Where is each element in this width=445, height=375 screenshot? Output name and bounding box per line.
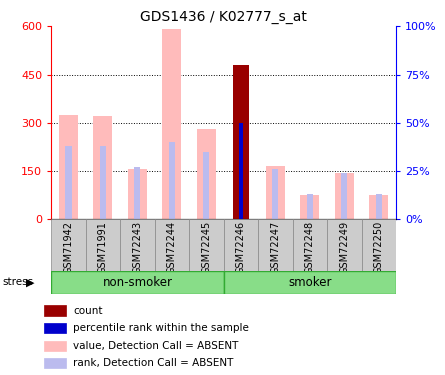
Bar: [44, 323, 65, 333]
Bar: [51, 271, 224, 294]
Bar: [59, 115, 78, 219]
Bar: [266, 166, 285, 219]
Bar: [65, 146, 72, 219]
Text: GSM72247: GSM72247: [271, 221, 280, 274]
Bar: [203, 152, 210, 219]
Text: value, Detection Call = ABSENT: value, Detection Call = ABSENT: [73, 340, 239, 351]
Text: ▶: ▶: [26, 278, 34, 287]
Bar: [44, 340, 65, 351]
Bar: [224, 219, 258, 272]
Bar: [341, 173, 348, 219]
Title: GDS1436 / K02777_s_at: GDS1436 / K02777_s_at: [140, 10, 307, 24]
Bar: [162, 30, 182, 219]
Text: GSM72249: GSM72249: [340, 221, 349, 274]
Text: GSM72243: GSM72243: [133, 221, 142, 274]
Bar: [134, 167, 141, 219]
Text: GSM72245: GSM72245: [202, 221, 211, 274]
Bar: [293, 219, 327, 272]
Text: GSM72246: GSM72246: [236, 221, 246, 274]
Bar: [120, 219, 155, 272]
Bar: [239, 123, 243, 219]
Bar: [93, 116, 113, 219]
Bar: [369, 195, 388, 219]
Bar: [197, 129, 216, 219]
Bar: [300, 195, 320, 219]
Bar: [335, 173, 354, 219]
Bar: [44, 305, 65, 316]
Text: stress: stress: [2, 278, 33, 287]
Text: GSM72250: GSM72250: [374, 221, 384, 274]
Bar: [224, 271, 396, 294]
Text: smoker: smoker: [288, 276, 332, 289]
Text: count: count: [73, 306, 103, 315]
Text: GSM71991: GSM71991: [98, 221, 108, 274]
Bar: [51, 219, 85, 272]
Bar: [100, 146, 106, 219]
Bar: [128, 170, 147, 219]
Bar: [44, 358, 65, 368]
Text: rank, Detection Call = ABSENT: rank, Detection Call = ABSENT: [73, 358, 234, 368]
Bar: [233, 65, 249, 219]
Text: GSM71942: GSM71942: [64, 221, 73, 274]
Text: percentile rank within the sample: percentile rank within the sample: [73, 323, 249, 333]
Bar: [327, 219, 362, 272]
Bar: [307, 194, 313, 219]
Bar: [189, 219, 224, 272]
Bar: [258, 219, 293, 272]
Bar: [169, 142, 175, 219]
Bar: [362, 219, 396, 272]
Text: GSM72248: GSM72248: [305, 221, 315, 274]
Bar: [272, 169, 279, 219]
Bar: [86, 219, 120, 272]
Text: GSM72244: GSM72244: [167, 221, 177, 274]
Text: non-smoker: non-smoker: [102, 276, 172, 289]
Bar: [376, 194, 382, 219]
Bar: [155, 219, 189, 272]
